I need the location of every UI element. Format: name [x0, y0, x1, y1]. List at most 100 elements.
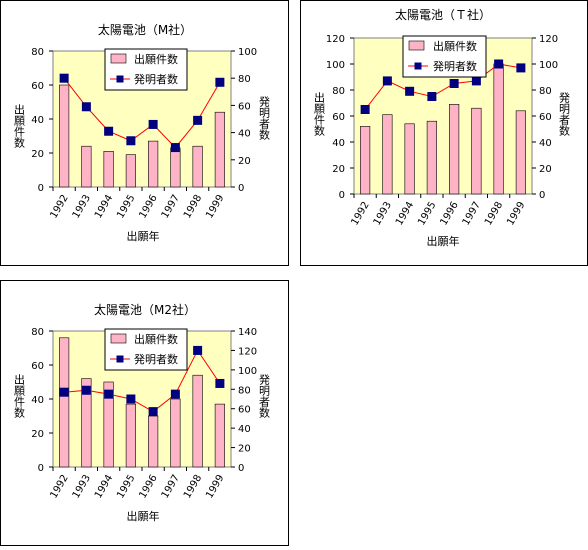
inventor-marker [81, 102, 91, 112]
inventor-marker [59, 387, 69, 397]
y-axis-label-right: 発明者数 [258, 95, 271, 141]
y-axis-label-left: 出願件数 [13, 103, 26, 149]
y-left-tick-label: 120 [326, 34, 345, 45]
inventor-marker [104, 126, 114, 136]
bar [214, 111, 225, 188]
y-left-tick-label: 60 [332, 112, 345, 123]
y-left-tick-label: 80 [31, 47, 44, 58]
y-right-tick-label: 80 [238, 74, 251, 85]
inventor-marker [170, 143, 180, 153]
y-right-tick-label: 140 [238, 327, 257, 338]
y-right-tick-label: 40 [238, 129, 251, 140]
y-left-tick-label: 100 [326, 60, 345, 71]
bar [493, 63, 504, 195]
chart-panel-m2: 0 20 40 60 80 0 20 40 60 80 100 120 140 1992 1993 199… [0, 280, 289, 546]
bar [404, 123, 415, 195]
y-right-tick-label: 20 [238, 156, 251, 167]
y-right-tick-label: 100 [238, 47, 257, 58]
inventor-marker [360, 105, 370, 114]
legend-label-inventors: 発明者数 [134, 352, 178, 366]
y-right-tick-label: 100 [539, 60, 558, 71]
y-right-tick-label: 120 [539, 34, 558, 45]
y-left-tick-label: 80 [332, 86, 345, 97]
y-left-tick-label: 20 [31, 429, 44, 440]
y-left-tick-label: 40 [332, 138, 345, 149]
inventor-marker [471, 76, 481, 86]
bar [103, 381, 114, 468]
y-right-tick-label: 60 [238, 101, 251, 112]
x-axis-label: 出願年 [127, 229, 160, 243]
bar [214, 403, 225, 468]
y-right-tick-label: 20 [238, 444, 251, 455]
y-right-tick-label: 0 [238, 463, 244, 474]
y-right-tick-label: 0 [238, 183, 244, 194]
legend-label-applications: 出願件数 [134, 332, 178, 346]
legend-bar-swatch [110, 333, 127, 344]
y-right-tick-label: 60 [238, 405, 251, 416]
bar [59, 84, 70, 188]
bar [125, 154, 136, 188]
bar [382, 114, 393, 195]
y-right-tick-label: 0 [539, 190, 545, 201]
y-left-tick-label: 80 [31, 327, 44, 338]
chart-title: 太陽電池（M社） [98, 22, 192, 37]
inventor-marker [405, 86, 415, 96]
inventor-marker [193, 115, 203, 125]
bar [471, 107, 482, 195]
bar [192, 374, 203, 468]
y-right-tick-label: 100 [238, 366, 257, 377]
legend-marker-swatch [116, 355, 124, 363]
bar [148, 415, 159, 468]
chart-title: 太陽電池（Ｔ社） [395, 7, 491, 22]
inventor-marker [170, 389, 180, 399]
legend-box [402, 35, 487, 78]
y-right-tick-label: 20 [539, 164, 552, 175]
legend-label-inventors: 発明者数 [433, 59, 477, 73]
legend-label-applications: 出願件数 [433, 39, 477, 53]
inventor-marker [494, 59, 504, 69]
y-left-tick-label: 0 [38, 183, 44, 194]
inventor-marker [126, 136, 136, 146]
chart-panel-t: 0 20 40 60 80 100 120 0 20 40 60 80 100 120 1992 1993… [300, 0, 588, 266]
legend-marker-swatch [116, 75, 124, 83]
inventor-marker [148, 119, 158, 129]
y-axis-label-left: 出願件数 [13, 373, 26, 419]
bar [148, 140, 159, 188]
inventor-marker [516, 63, 526, 73]
bar [360, 126, 371, 195]
y-left-tick-label: 0 [339, 190, 345, 201]
y-left-tick-label: 0 [38, 463, 44, 474]
chart-legend: 出願件数 発明者数 [402, 35, 487, 78]
y-right-tick-label: 40 [238, 424, 251, 435]
chart-legend: 出願件数 発明者数 [104, 328, 188, 371]
bar [515, 110, 526, 195]
y-left-tick-label: 40 [31, 115, 44, 126]
bar [81, 145, 92, 188]
legend-bar-swatch [408, 40, 425, 51]
inventor-marker [104, 389, 114, 399]
y-left-tick-label: 20 [31, 149, 44, 160]
y-right-tick-label: 120 [238, 346, 257, 357]
x-axis-label: 出願年 [127, 509, 160, 523]
bar [81, 378, 92, 468]
bar [125, 403, 136, 468]
bar [170, 398, 181, 468]
inventor-marker [59, 73, 69, 83]
bar [170, 147, 181, 188]
y-right-tick-label: 60 [539, 112, 552, 123]
y-axis-label-left: 出願件数 [313, 91, 326, 137]
bar [449, 104, 460, 195]
legend-bar-swatch [110, 53, 127, 64]
bar [426, 120, 437, 195]
inventor-marker [193, 345, 203, 355]
chart-title: 太陽電池（M2社） [94, 302, 196, 317]
y-left-tick-label: 20 [332, 164, 345, 175]
inventor-marker [427, 92, 437, 101]
y-right-tick-label: 80 [238, 385, 251, 396]
y-axis-label-right: 発明者数 [258, 373, 271, 419]
y-left-tick-label: 60 [31, 81, 44, 92]
bar [103, 151, 114, 188]
